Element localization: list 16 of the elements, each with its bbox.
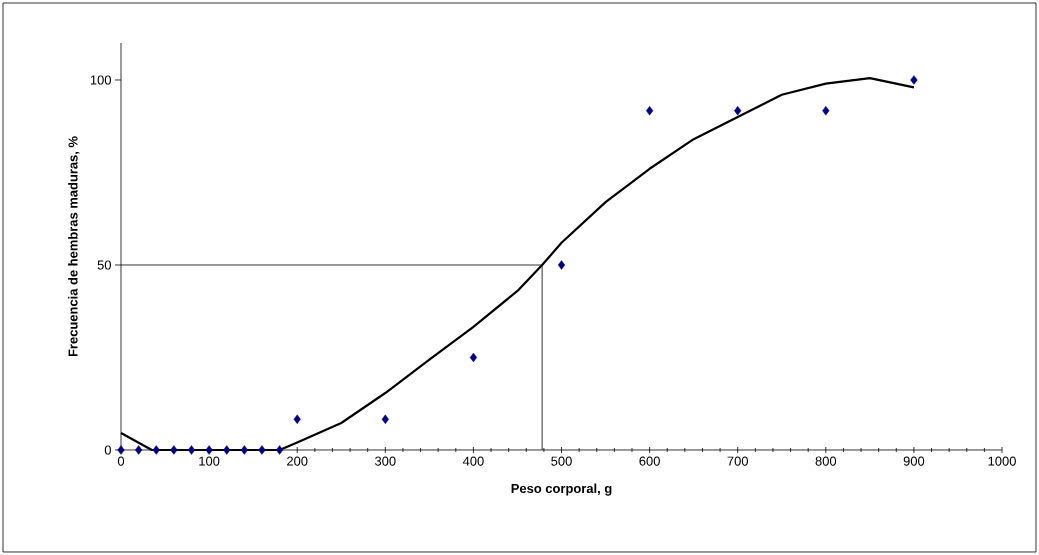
y-tick-label: 50 bbox=[97, 260, 111, 270]
x-tick-label: 800 bbox=[815, 456, 837, 466]
y-tick-label: 100 bbox=[90, 75, 111, 85]
x-tick-label: 400 bbox=[462, 456, 484, 466]
x-tick-label: 900 bbox=[903, 456, 925, 466]
y-axis-title: Frecuencia de hembras maduras, % bbox=[68, 136, 80, 357]
x-tick-label: 0 bbox=[117, 456, 125, 466]
y-tick-label: 0 bbox=[104, 445, 111, 455]
x-tick-label: 700 bbox=[727, 456, 749, 466]
x-tick-label: 200 bbox=[287, 456, 308, 466]
x-tick-label: 100 bbox=[199, 456, 220, 466]
x-axis-title: Peso corporal, g bbox=[511, 483, 612, 496]
x-tick-label: 1000 bbox=[988, 456, 1016, 466]
x-tick-label: 600 bbox=[639, 456, 660, 466]
x-tick-label: 500 bbox=[551, 456, 572, 466]
x-tick-label: 300 bbox=[375, 456, 396, 466]
